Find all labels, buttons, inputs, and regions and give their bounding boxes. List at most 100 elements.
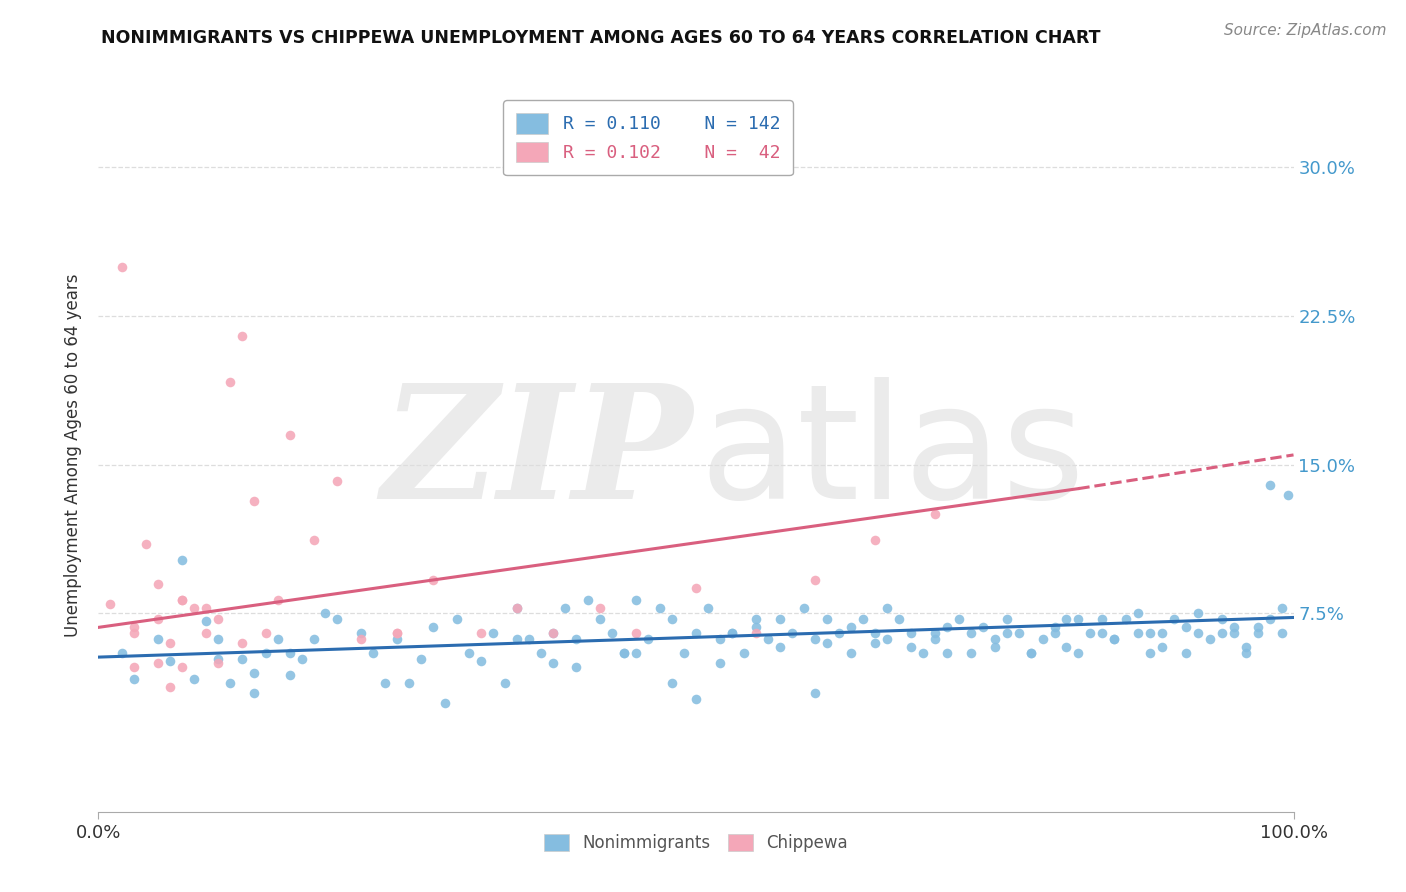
- Point: [195, 615, 218, 629]
- Point: [661, 676, 683, 690]
- Point: [315, 607, 337, 621]
- Point: [243, 493, 266, 508]
- Point: [446, 612, 468, 626]
- Point: [1128, 626, 1150, 640]
- Point: [852, 612, 875, 626]
- Point: [148, 656, 170, 670]
- Point: [960, 626, 983, 640]
- Point: [661, 612, 683, 626]
- Point: [924, 632, 946, 647]
- Point: [458, 646, 481, 660]
- Point: [541, 656, 564, 670]
- Point: [278, 646, 301, 660]
- Point: [506, 600, 529, 615]
- Point: [948, 612, 970, 626]
- Point: [1152, 640, 1174, 655]
- Point: [1043, 626, 1066, 640]
- Point: [768, 612, 790, 626]
- Point: [302, 533, 325, 548]
- Point: [793, 600, 815, 615]
- Y-axis label: Unemployment Among Ages 60 to 64 years: Unemployment Among Ages 60 to 64 years: [63, 273, 82, 637]
- Point: [1032, 632, 1054, 647]
- Point: [148, 576, 170, 591]
- Legend: Nonimmigrants, Chippewa: Nonimmigrants, Chippewa: [536, 826, 856, 861]
- Point: [733, 646, 755, 660]
- Point: [1211, 626, 1233, 640]
- Point: [124, 626, 146, 640]
- Point: [207, 656, 229, 670]
- Text: NONIMMIGRANTS VS CHIPPEWA UNEMPLOYMENT AMONG AGES 60 TO 64 YEARS CORRELATION CHA: NONIMMIGRANTS VS CHIPPEWA UNEMPLOYMENT A…: [101, 29, 1101, 47]
- Point: [565, 632, 588, 647]
- Point: [159, 654, 181, 668]
- Point: [124, 660, 146, 674]
- Point: [172, 553, 194, 567]
- Point: [1091, 612, 1114, 626]
- Point: [111, 646, 134, 660]
- Point: [195, 626, 218, 640]
- Point: [804, 686, 827, 700]
- Point: [804, 573, 827, 587]
- Point: [589, 600, 612, 615]
- Point: [98, 597, 122, 611]
- Point: [231, 636, 253, 650]
- Point: [984, 632, 1007, 647]
- Point: [541, 626, 564, 640]
- Point: [1247, 626, 1270, 640]
- Point: [278, 668, 301, 682]
- Text: Source: ZipAtlas.com: Source: ZipAtlas.com: [1223, 23, 1386, 38]
- Point: [626, 592, 648, 607]
- Point: [148, 632, 170, 647]
- Point: [385, 626, 409, 640]
- Point: [172, 660, 194, 674]
- Point: [768, 640, 790, 655]
- Point: [602, 626, 624, 640]
- Point: [350, 626, 373, 640]
- Point: [494, 676, 516, 690]
- Point: [411, 652, 433, 666]
- Point: [1056, 612, 1078, 626]
- Point: [1104, 632, 1126, 647]
- Point: [697, 600, 720, 615]
- Point: [470, 626, 492, 640]
- Point: [350, 632, 373, 647]
- Point: [685, 691, 707, 706]
- Point: [1271, 626, 1294, 640]
- Point: [589, 612, 612, 626]
- Point: [267, 592, 290, 607]
- Point: [721, 626, 744, 640]
- Point: [865, 533, 887, 548]
- Point: [183, 600, 205, 615]
- Point: [434, 696, 457, 710]
- Point: [815, 612, 838, 626]
- Point: [172, 592, 194, 607]
- Point: [363, 646, 385, 660]
- Point: [554, 600, 576, 615]
- Point: [865, 636, 887, 650]
- Point: [1258, 612, 1281, 626]
- Point: [1175, 646, 1198, 660]
- Point: [1080, 626, 1102, 640]
- Point: [876, 600, 898, 615]
- Point: [685, 626, 707, 640]
- Point: [1056, 640, 1078, 655]
- Point: [148, 612, 170, 626]
- Point: [578, 592, 600, 607]
- Point: [972, 620, 994, 634]
- Point: [422, 620, 444, 634]
- Point: [841, 620, 863, 634]
- Point: [159, 680, 181, 694]
- Point: [326, 612, 349, 626]
- Point: [1163, 612, 1185, 626]
- Point: [159, 636, 181, 650]
- Point: [267, 632, 290, 647]
- Point: [936, 620, 959, 634]
- Point: [626, 626, 648, 640]
- Point: [1223, 620, 1246, 634]
- Point: [1247, 620, 1270, 634]
- Point: [780, 626, 803, 640]
- Point: [1234, 646, 1257, 660]
- Point: [530, 646, 553, 660]
- Point: [291, 652, 314, 666]
- Point: [231, 329, 253, 343]
- Point: [648, 600, 672, 615]
